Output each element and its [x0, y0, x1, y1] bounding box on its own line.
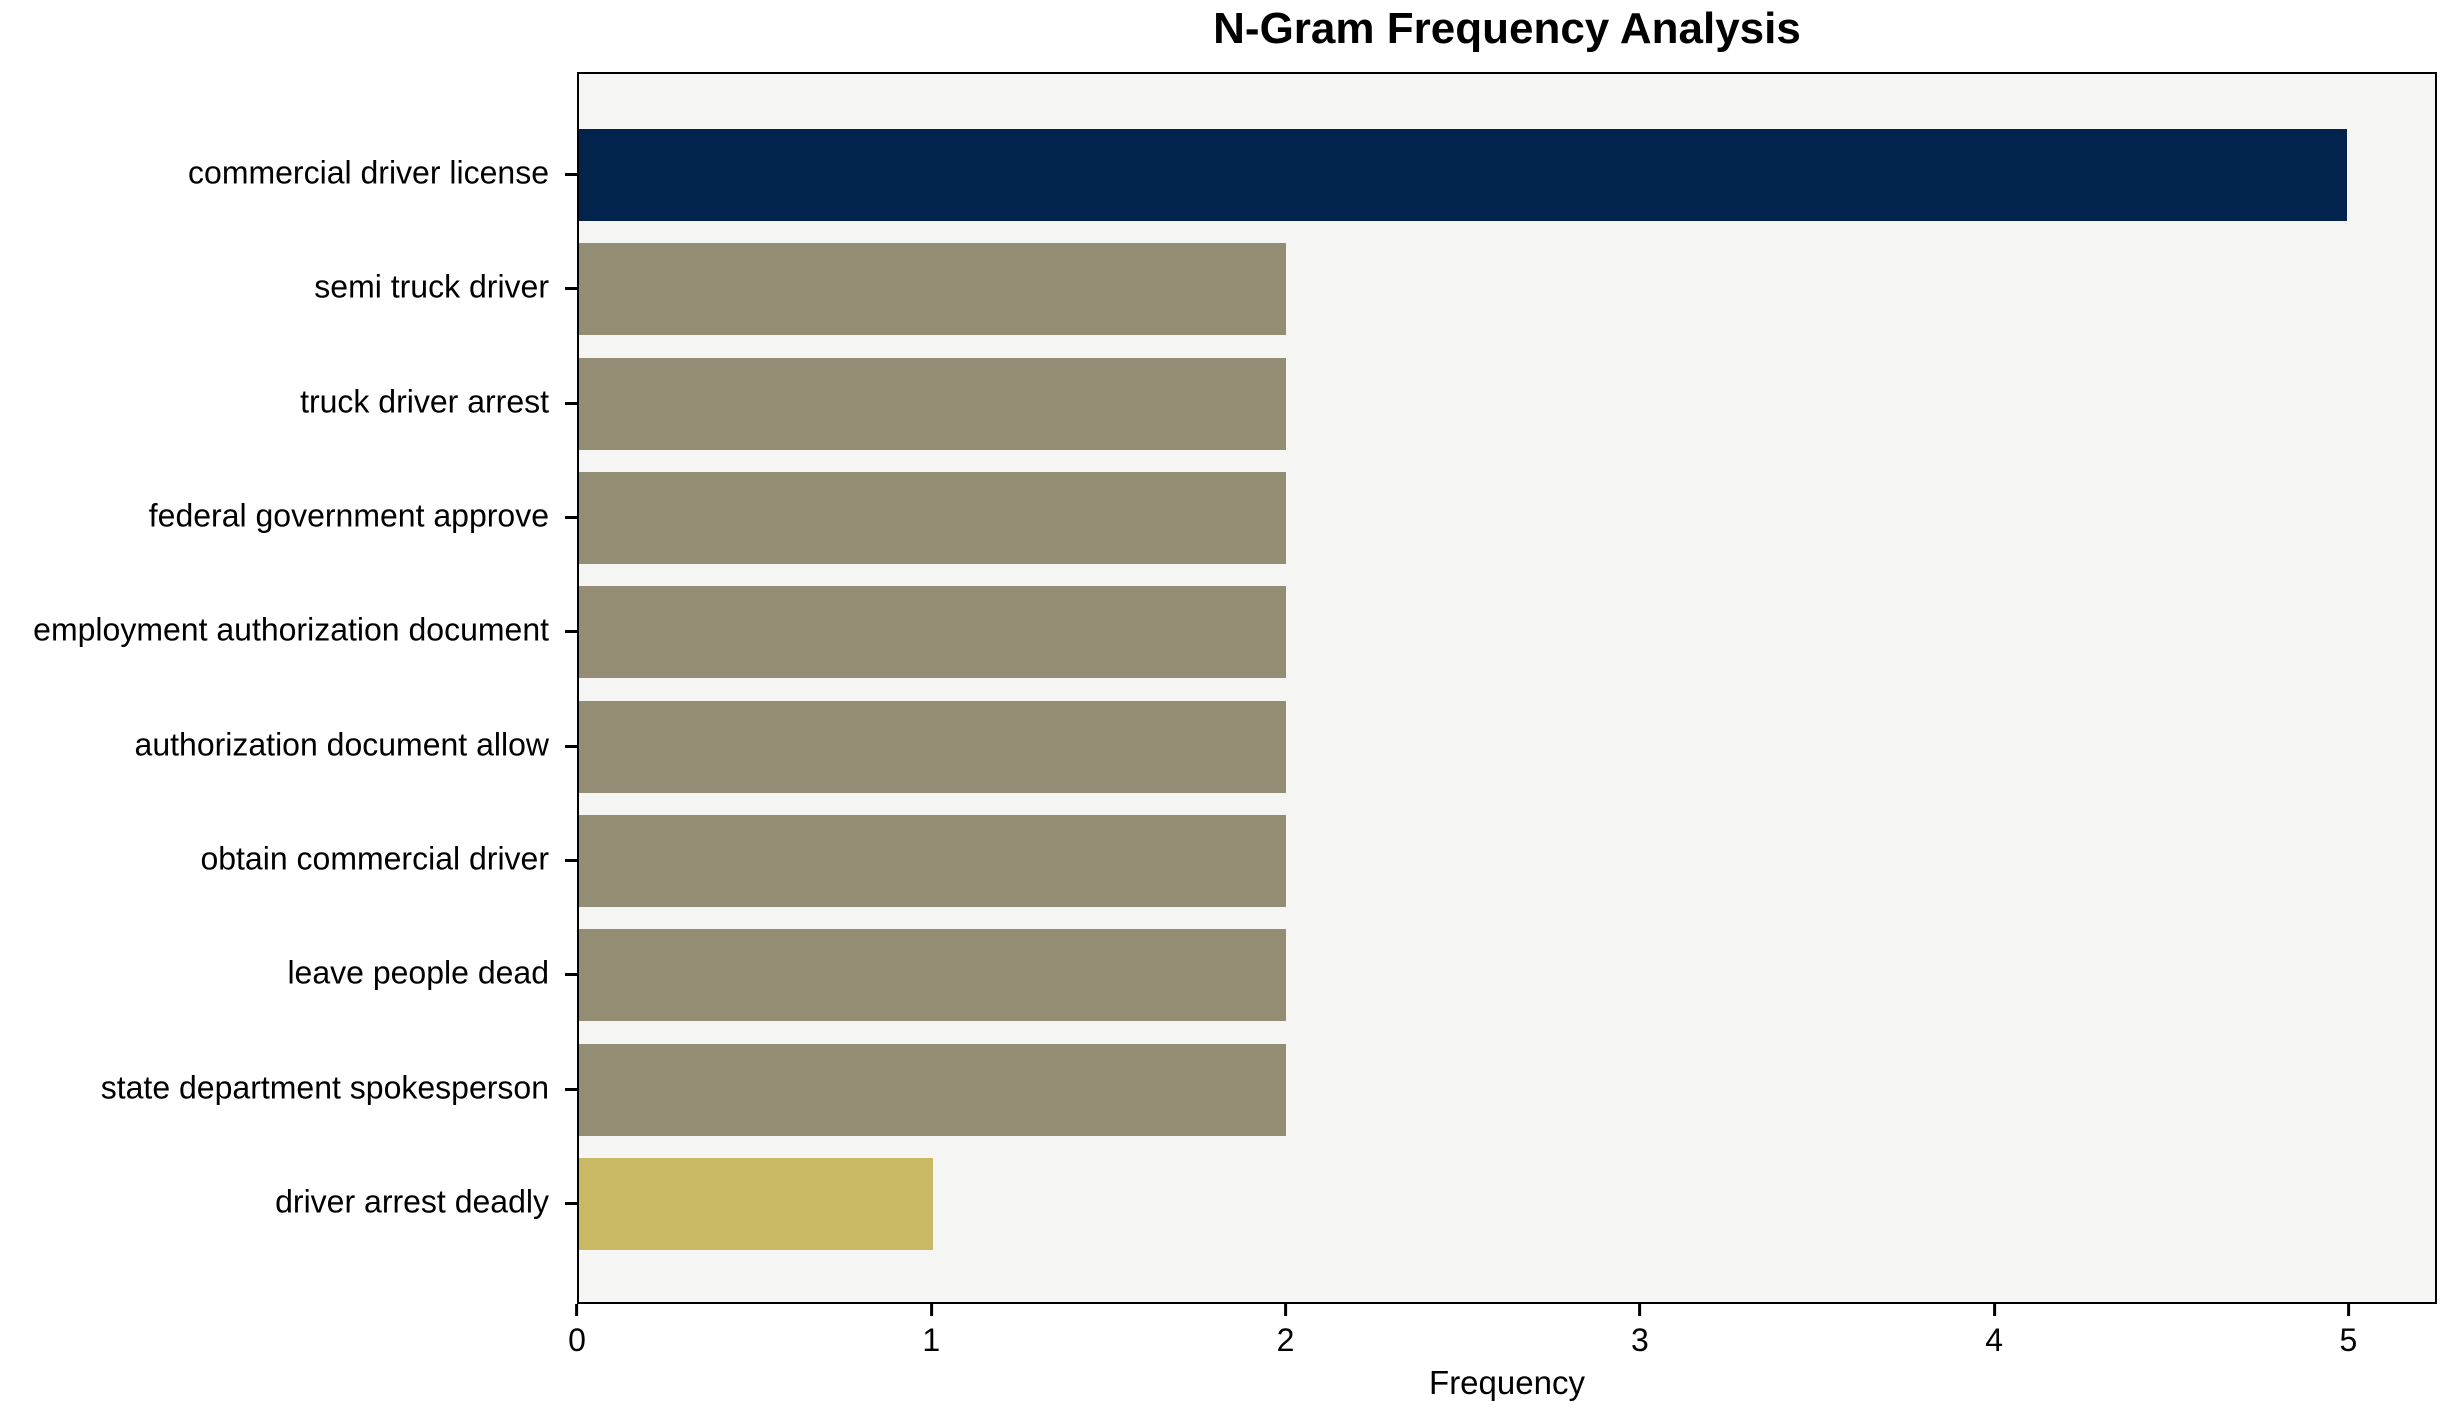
bar	[579, 1043, 1287, 1136]
x-tick: 1	[922, 1304, 940, 1359]
x-tick: 0	[568, 1304, 586, 1359]
y-tick-mark	[565, 1201, 577, 1205]
x-tick-mark	[2346, 1304, 2350, 1316]
bar	[579, 129, 2347, 222]
bar	[579, 243, 1287, 336]
x-tick-label: 1	[922, 1322, 941, 1358]
y-tick-mark	[565, 401, 577, 405]
y-tick-label: employment authorization document	[33, 611, 549, 648]
x-tick-mark	[1284, 1304, 1288, 1316]
x-tick-mark	[929, 1304, 933, 1316]
bar	[579, 472, 1287, 565]
y-tick-mark	[565, 744, 577, 748]
y-tick-label: semi truck driver	[314, 268, 549, 305]
bar	[579, 929, 1287, 1022]
y-tick-mark	[565, 287, 577, 291]
y-tick-mark	[565, 858, 577, 862]
bar	[579, 1157, 933, 1250]
y-tick-label: federal government approve	[148, 497, 549, 534]
x-tick: 4	[1985, 1304, 2003, 1359]
x-tick-label: 2	[1276, 1322, 1295, 1358]
y-tick-mark	[565, 173, 577, 177]
bar	[579, 700, 1287, 793]
bar	[579, 586, 1287, 679]
bar	[579, 357, 1287, 450]
y-tick-label: obtain commercial driver	[200, 840, 549, 877]
y-tick-label: state department spokesperson	[100, 1069, 549, 1106]
x-tick-label: 0	[568, 1322, 586, 1358]
chart-title: N-Gram Frequency Analysis	[1213, 4, 1801, 53]
y-tick-label: leave people dead	[287, 954, 549, 991]
x-axis-title: Frequency	[1429, 1364, 1585, 1401]
x-tick-label: 5	[2339, 1322, 2358, 1358]
x-tick-label: 3	[1630, 1322, 1649, 1358]
x-tick-mark	[575, 1304, 579, 1316]
x-tick-label: 4	[1985, 1322, 2004, 1358]
x-axis-ticks: 0 1 2 3 4 5	[568, 1304, 2437, 1374]
bar	[579, 814, 1287, 907]
y-axis-labels: commercial driver license semi truck driv…	[0, 72, 557, 1304]
x-tick-mark	[1638, 1304, 1642, 1316]
y-tick-label: authorization document allow	[134, 726, 549, 763]
x-tick: 3	[1631, 1304, 1649, 1359]
y-tick-label: truck driver arrest	[300, 383, 549, 420]
x-tick: 2	[1276, 1304, 1295, 1359]
y-tick-label: driver arrest deadly	[275, 1183, 549, 1220]
y-tick-mark	[565, 1087, 577, 1091]
y-tick-label: commercial driver license	[188, 154, 549, 191]
plot-area	[565, 72, 2437, 1304]
y-tick-mark	[565, 630, 577, 634]
y-tick-mark	[565, 516, 577, 520]
x-tick-mark	[1992, 1304, 1996, 1316]
x-tick: 5	[2339, 1304, 2358, 1359]
y-tick-mark	[565, 973, 577, 977]
